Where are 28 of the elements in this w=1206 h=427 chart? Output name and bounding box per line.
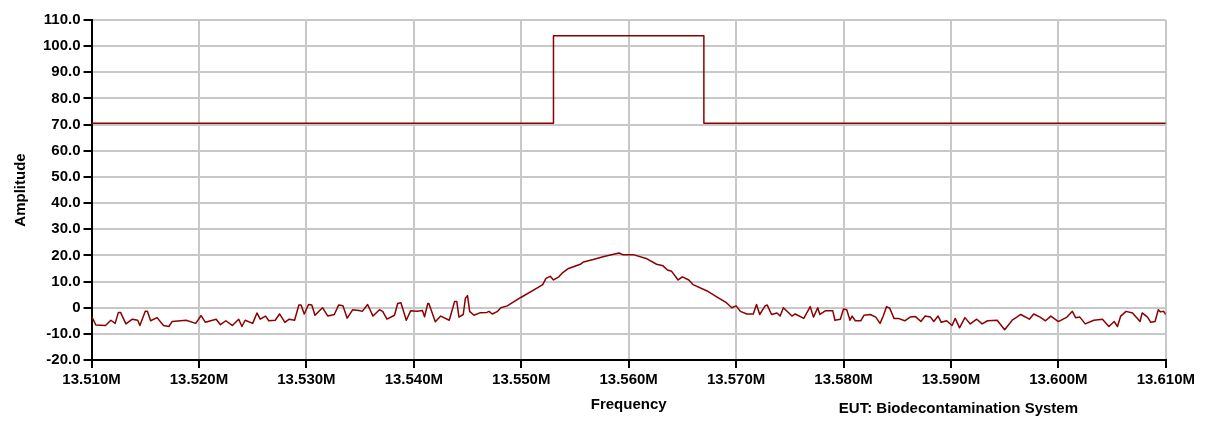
x-axis-title: Frequency	[590, 395, 668, 413]
y-tick-label: 80.0	[51, 88, 81, 106]
x-tick-label: 13.520M	[169, 370, 229, 388]
x-tick-label: 13.550M	[492, 370, 551, 388]
y-tick-label: 50.0	[51, 167, 81, 185]
y-tick-label: 40.0	[51, 193, 81, 211]
y-tick-label: 70.0	[51, 114, 81, 132]
text: EUT: Biodecontamination System	[838, 398, 1078, 416]
x-tick-label: 13.530M	[277, 370, 336, 388]
x-tick-label: 13.610M	[1136, 370, 1195, 388]
x-tick-label: 13.590M	[921, 370, 981, 388]
y-tick-label: 90.0	[51, 62, 81, 80]
y-tick-label: 110.0	[43, 10, 81, 28]
y-tick-label: 0	[72, 297, 81, 315]
x-tick-label: 13.540M	[384, 370, 444, 388]
y-tick-label: -10.0	[46, 323, 81, 341]
y-tick-label: 10.0	[51, 271, 81, 289]
y-tick-label: 60.0	[51, 140, 81, 158]
y-tick-label: 20.0	[51, 245, 81, 263]
y-tick-label: -20.0	[46, 350, 81, 368]
y-tick-label: 100.0	[42, 36, 81, 54]
y-tick-label: 30.0	[51, 219, 81, 237]
x-tick-label: 13.560M	[599, 370, 658, 388]
x-tick-label: 13.570M	[706, 370, 766, 388]
x-tick-label: 13.580M	[814, 370, 873, 388]
x-tick-label: 13.600M	[1029, 370, 1088, 388]
y-axis-title: Amplitude	[11, 153, 29, 227]
x-tick-label: 13.510M	[62, 370, 121, 388]
